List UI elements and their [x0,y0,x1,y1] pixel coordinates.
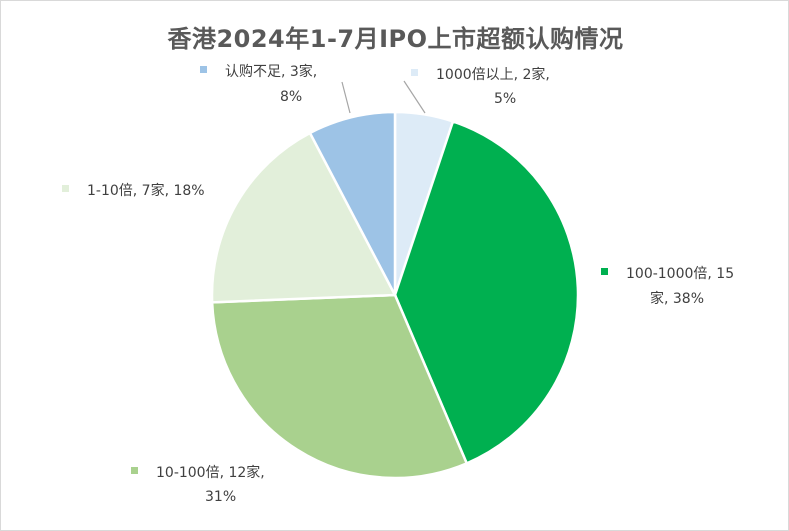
pie-slice-2 [210,293,469,480]
data-label-3: 1-10倍, 7家, 18% [87,182,205,199]
data-label-percent-4: 8% [280,89,302,105]
label-marker-4 [200,66,207,73]
label-marker-3 [62,185,69,192]
data-label-1: 100-1000倍, 15 [626,266,734,282]
data-label-percent-0: 5% [494,91,516,107]
data-label-4: 认购不足, 3家, [225,63,317,80]
data-label-percent-2: 31% [205,489,236,505]
leader-line-4 [341,81,351,114]
pie-slice-3 [210,131,398,304]
data-label-2: 10-100倍, 12家, [156,464,265,481]
label-marker-0 [411,69,418,76]
chart-title: 香港2024年1-7月IPO上市超额认购情况 [167,25,624,53]
label-marker-2 [131,467,138,474]
leader-line-0 [403,80,426,114]
pie-slice-4 [308,110,397,296]
pie-slice-1 [393,119,580,465]
label-marker-1 [601,268,608,275]
data-label-percent-1: 家, 38% [650,290,704,307]
data-label-0: 1000倍以上, 2家, [436,66,550,83]
